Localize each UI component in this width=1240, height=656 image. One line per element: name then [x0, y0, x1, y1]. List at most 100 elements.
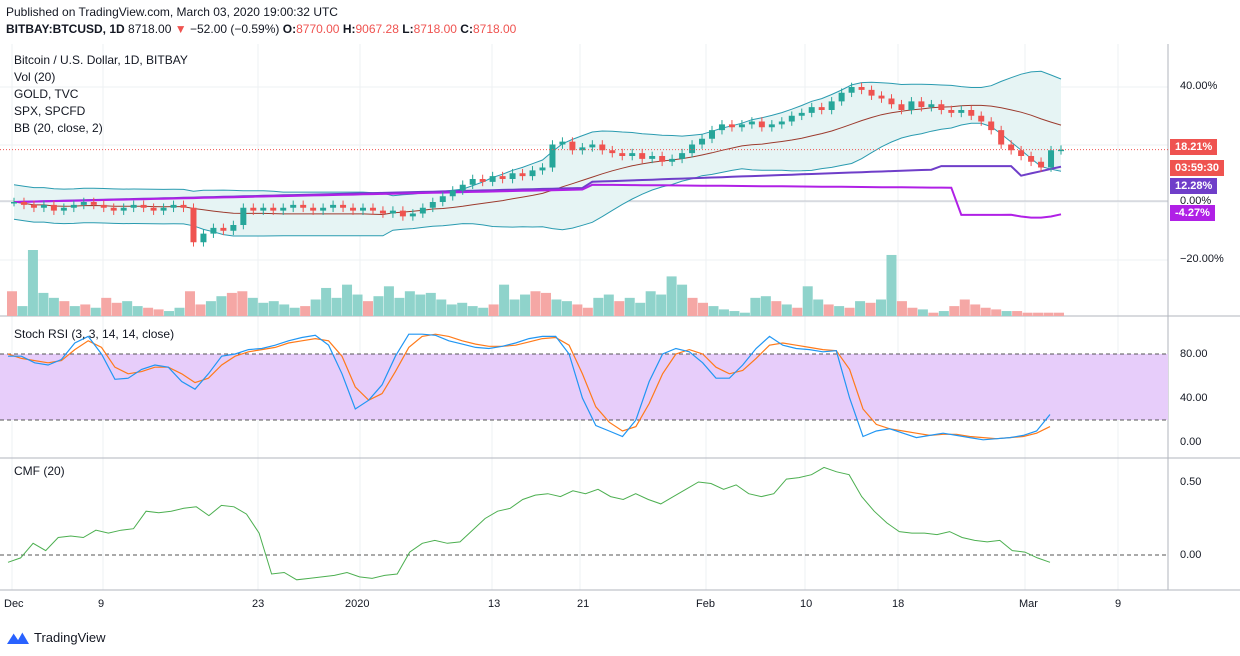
volume-bar [446, 304, 457, 316]
volume-bar [111, 302, 122, 316]
candle-body [190, 207, 197, 243]
volume-bar [383, 286, 394, 316]
candle-body [1048, 150, 1055, 168]
volume-bar [760, 296, 771, 316]
candle-body [220, 227, 227, 231]
volume-bar [823, 304, 834, 316]
gold-pct-badge: 12.28% [1170, 178, 1218, 194]
x-tick-label: 2020 [345, 598, 370, 610]
candle-body [699, 138, 706, 145]
volume-bar [938, 311, 949, 316]
volume-bar [645, 291, 656, 316]
candle-body [1058, 149, 1064, 152]
volume-bar [153, 309, 164, 316]
volume-bar [949, 306, 960, 316]
candle-body [409, 213, 416, 217]
legend-vol[interactable]: Vol (20) [14, 70, 56, 84]
legend-bb[interactable]: BB (20, close, 2) [14, 121, 103, 135]
volume-bar [122, 301, 133, 316]
candle-body [469, 179, 476, 185]
legend-spx[interactable]: SPX, SPCFD [14, 104, 86, 118]
candle-body [300, 204, 307, 208]
candle-body [958, 110, 965, 113]
volume-bar [404, 291, 415, 316]
volume-bar [729, 311, 740, 316]
volume-bar [38, 292, 49, 316]
candle-body [1028, 156, 1035, 162]
candle-body [1038, 161, 1045, 168]
volume-bar [561, 301, 572, 316]
candle-body [160, 207, 167, 211]
volume-bar [342, 284, 353, 316]
volume-bar [1054, 312, 1064, 316]
legend-stoch[interactable]: Stoch RSI (3, 3, 14, 14, close) [14, 327, 175, 341]
volume-bar [771, 301, 782, 316]
candle-body [140, 204, 147, 208]
volume-bar [739, 312, 750, 316]
candle-body [1008, 144, 1015, 151]
candle-body [968, 110, 975, 116]
chart-canvas[interactable] [0, 42, 1240, 598]
volume-bar [436, 299, 447, 316]
legend-gold[interactable]: GOLD, TVC [14, 87, 79, 101]
candle-body [988, 121, 995, 131]
volume-bar [90, 307, 101, 316]
volume-bar [959, 299, 970, 316]
volume-bar [80, 304, 91, 316]
candle-body [210, 227, 217, 234]
volume-bar [530, 291, 541, 316]
volume-bar [928, 312, 939, 316]
volume-bar [876, 299, 887, 316]
candle-body [649, 156, 656, 159]
candle-body [519, 173, 526, 177]
volume-bar [101, 297, 112, 316]
published-text: Published on TradingView.com, March 03, … [6, 5, 338, 19]
volume-bar [457, 302, 468, 316]
volume-bar [1043, 312, 1054, 316]
y-tick-label: 0.00 [1180, 436, 1202, 448]
volume-bar [572, 304, 583, 316]
y-tick-label: 40.00 [1180, 392, 1208, 404]
high-label: H: [342, 22, 356, 36]
bollinger-basis-line [13, 104, 1062, 216]
tradingview-logo[interactable]: TradingView [6, 629, 106, 645]
y-tick-label: 40.00% [1180, 80, 1218, 92]
volume-bar [27, 250, 38, 316]
volume-bar [226, 292, 237, 316]
x-tick-label: 18 [892, 598, 905, 610]
volume-bar [268, 301, 279, 316]
x-tick-label: Feb [696, 598, 715, 610]
candle-body [878, 95, 885, 99]
candle-body [589, 144, 596, 148]
volume-bar [373, 296, 384, 316]
volume-bar [310, 299, 321, 316]
candle-body [200, 233, 207, 243]
candle-body [549, 144, 556, 168]
candle-body [659, 156, 666, 162]
candle-body [679, 153, 686, 159]
candle-body [379, 210, 386, 214]
volume-bar [48, 297, 59, 316]
candle-body [1018, 150, 1025, 156]
candle-body [310, 207, 317, 211]
candle-body [619, 153, 626, 156]
stoch-k-line [8, 333, 1051, 441]
volume-bar [132, 306, 143, 316]
candle-body [728, 124, 735, 128]
candle-body [579, 147, 586, 151]
volume-bar [415, 294, 426, 316]
x-tick-label: 23 [252, 598, 265, 610]
candle-body [858, 87, 865, 90]
spx-pct-badge: -4.27% [1170, 205, 1215, 221]
volume-bar [1001, 311, 1012, 316]
y-tick-label: 0.00 [1180, 549, 1202, 561]
candle-body [11, 202, 17, 204]
legend-title[interactable]: Bitcoin / U.S. Dollar, 1D, BITBAY [14, 53, 188, 67]
candle-body [569, 141, 576, 151]
volume-bar [540, 292, 551, 316]
candle-body [818, 107, 825, 110]
candle-body [609, 150, 616, 154]
legend-cmf[interactable]: CMF (20) [14, 464, 65, 478]
volume-bar [478, 307, 489, 316]
candle-body [918, 101, 925, 108]
